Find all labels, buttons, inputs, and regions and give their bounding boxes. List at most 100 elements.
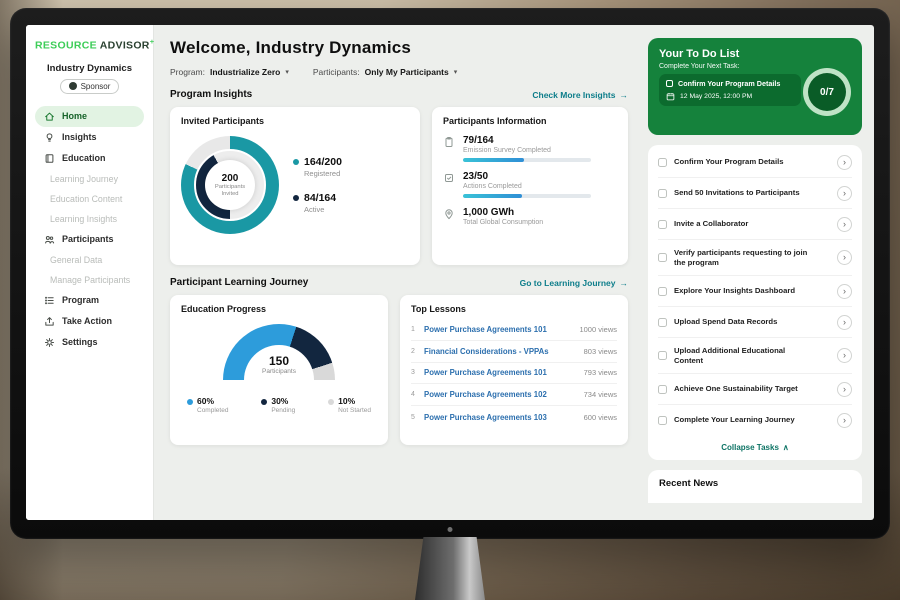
sidebar-item-label: General Data [50, 254, 103, 265]
task-checkbox[interactable] [658, 188, 667, 198]
chevron-right-icon[interactable]: › [837, 216, 852, 232]
task-checkbox[interactable] [658, 253, 667, 262]
section-title: Program Insights [170, 89, 253, 100]
task-checkbox[interactable] [658, 157, 667, 167]
card-title: Education Progress [181, 304, 267, 314]
chevron-right-icon[interactable]: › [837, 283, 852, 299]
legend-value: 10% [338, 396, 356, 406]
task-row[interactable]: Verify participants requesting to join t… [658, 240, 852, 276]
calendar-icon [666, 92, 675, 101]
legend-item: 60% Completed [187, 396, 228, 414]
info-progress-fill [463, 194, 522, 198]
main-content: Welcome, Industry Dynamics Program: Indu… [154, 25, 642, 520]
legend-item: 164/200 Registered [293, 156, 342, 178]
chevron-down-icon: ▾ [453, 69, 458, 76]
link-label: Go to Learning Journey [519, 277, 616, 288]
check-more-insights-link[interactable]: Check More Insights → [532, 90, 628, 100]
sidebar-item-label: Education Content [50, 193, 123, 204]
task-label: Confirm Your Program Details [674, 157, 784, 166]
chevron-right-icon[interactable]: › [837, 412, 852, 428]
lesson-views: 1000 views [579, 324, 617, 334]
lesson-link[interactable]: Power Purchase Agreements 101 [424, 324, 547, 334]
sidebar: RESOURCE ADVISOR+ Industry Dynamics Spon… [26, 25, 154, 520]
sponsor-icon [68, 82, 77, 90]
sidebar-item-learning-journey[interactable]: Learning Journey [35, 169, 144, 189]
location-pin-icon [443, 208, 455, 226]
chevron-right-icon[interactable]: › [837, 250, 852, 265]
lesson-link[interactable]: Power Purchase Agreements 103 [424, 412, 547, 422]
next-task-chip[interactable]: Confirm Your Program Details 12 May 2025… [659, 74, 801, 106]
monitor-bezel: RESOURCE ADVISOR+ Industry Dynamics Spon… [10, 8, 890, 539]
sidebar-item-take-action[interactable]: Take Action [35, 311, 144, 332]
lesson-link[interactable]: Financial Considerations - VPPAs [424, 346, 549, 356]
info-stat: 1,000 GWh Total Global Consumption [443, 207, 617, 226]
legend-dot-completed [187, 399, 193, 405]
sidebar-item-settings[interactable]: Settings [35, 332, 144, 353]
chevron-up-icon: ∧ [782, 443, 789, 452]
lesson-link[interactable]: Power Purchase Agreements 102 [424, 390, 547, 400]
collapse-label: Collapse Tasks [721, 443, 779, 452]
lesson-views: 600 views [583, 412, 617, 422]
chevron-right-icon[interactable]: › [837, 314, 852, 330]
info-stat: 23/50 Actions Completed [443, 171, 617, 198]
task-row[interactable]: Achieve One Sustainability Target › [658, 374, 852, 405]
task-row[interactable]: Invite a Collaborator › [658, 209, 852, 240]
task-row[interactable]: Complete Your Learning Journey › [658, 405, 852, 435]
tasks-list-card: Confirm Your Program Details › Send 50 I… [648, 145, 862, 460]
program-filter-label: Program: [170, 67, 205, 77]
participants-information-card: Participants Information 79/164 Emission… [432, 107, 628, 265]
task-checkbox[interactable] [658, 286, 667, 296]
upload-action-icon [43, 315, 55, 327]
task-checkbox[interactable] [658, 384, 667, 394]
chevron-right-icon[interactable]: › [837, 185, 852, 201]
sidebar-item-participants[interactable]: Participants [35, 229, 144, 250]
logo-resource: RESOURCE [35, 39, 97, 52]
task-row[interactable]: Send 50 Invitations to Participants › [658, 178, 852, 209]
go-to-learning-journey-link[interactable]: Go to Learning Journey → [520, 278, 628, 288]
sidebar-item-manage-participants[interactable]: Manage Participants [35, 270, 144, 290]
legend-item: 84/164 Active [293, 192, 342, 214]
filter-bar: Program: Industrialize Zero ▾ Participan… [170, 67, 628, 77]
donut-center-label: Participants Invited [214, 183, 246, 197]
legend-label: Registered [304, 169, 341, 178]
sidebar-item-insights[interactable]: Insights [35, 127, 144, 148]
legend-value: 30% [271, 396, 289, 406]
task-checkbox[interactable] [658, 351, 667, 360]
sidebar-item-education[interactable]: Education [35, 148, 144, 169]
sidebar-item-label: Learning Journey [50, 173, 118, 184]
card-title: Invited Participants [181, 116, 265, 126]
chevron-right-icon[interactable]: › [837, 348, 852, 363]
todo-summary-card: Your To Do List Complete Your Next Task:… [648, 38, 862, 135]
legend-label: Completed [197, 407, 229, 414]
task-label: Send 50 Invitations to Participants [674, 188, 800, 197]
sidebar-item-learning-insights[interactable]: Learning Insights [35, 209, 144, 229]
stat-value: 23/50 [463, 171, 489, 182]
lesson-link[interactable]: Power Purchase Agreements 101 [424, 368, 547, 378]
task-row[interactable]: Explore Your Insights Dashboard › [658, 276, 852, 307]
arrow-right-icon: → [619, 277, 629, 288]
task-row[interactable]: Upload Additional Educational Content › [658, 338, 852, 374]
task-row[interactable]: Upload Spend Data Records › [658, 307, 852, 338]
task-label: Explore Your Insights Dashboard [674, 286, 796, 295]
task-checkbox[interactable] [666, 80, 673, 87]
chevron-right-icon[interactable]: › [837, 381, 852, 397]
sidebar-item-home[interactable]: Home [35, 105, 144, 127]
participants-filter[interactable]: Participants: Only My Participants ▾ [313, 67, 457, 77]
chevron-right-icon[interactable]: › [837, 154, 852, 170]
task-checkbox[interactable] [658, 317, 667, 327]
sidebar-item-label: Learning Insights [50, 213, 117, 224]
participants-filter-value: Only My Participants [364, 67, 449, 77]
program-filter[interactable]: Program: Industrialize Zero ▾ [170, 67, 289, 77]
task-checkbox[interactable] [658, 415, 667, 425]
lesson-rank: 2 [411, 347, 415, 355]
collapse-tasks-link[interactable]: Collapse Tasks ∧ [658, 435, 852, 455]
task-row[interactable]: Confirm Your Program Details › [658, 147, 852, 178]
sidebar-item-general-data[interactable]: General Data [35, 250, 144, 270]
sidebar-item-program[interactable]: Program [35, 290, 144, 311]
task-checkbox[interactable] [658, 219, 667, 229]
sponsor-badge[interactable]: Sponsor [59, 78, 120, 94]
dashboard-screen: RESOURCE ADVISOR+ Industry Dynamics Spon… [26, 25, 874, 520]
stat-label: Emission Survey Completed [463, 147, 551, 154]
sidebar-item-education-content[interactable]: Education Content [35, 189, 144, 209]
participants-filter-label: Participants: [312, 67, 360, 77]
